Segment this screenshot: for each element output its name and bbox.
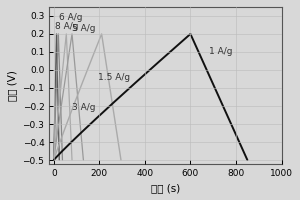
X-axis label: 时间 (s): 时间 (s) <box>151 183 180 193</box>
Text: 8 A/g: 8 A/g <box>55 22 78 31</box>
Text: 5 A/g: 5 A/g <box>72 24 95 33</box>
Text: 3 A/g: 3 A/g <box>72 103 95 112</box>
Text: 6 A/g: 6 A/g <box>59 13 82 22</box>
Text: 1 A/g: 1 A/g <box>209 47 232 56</box>
Y-axis label: 电压 (V): 电压 (V) <box>7 70 17 101</box>
Text: 1.5 A/g: 1.5 A/g <box>98 73 130 82</box>
